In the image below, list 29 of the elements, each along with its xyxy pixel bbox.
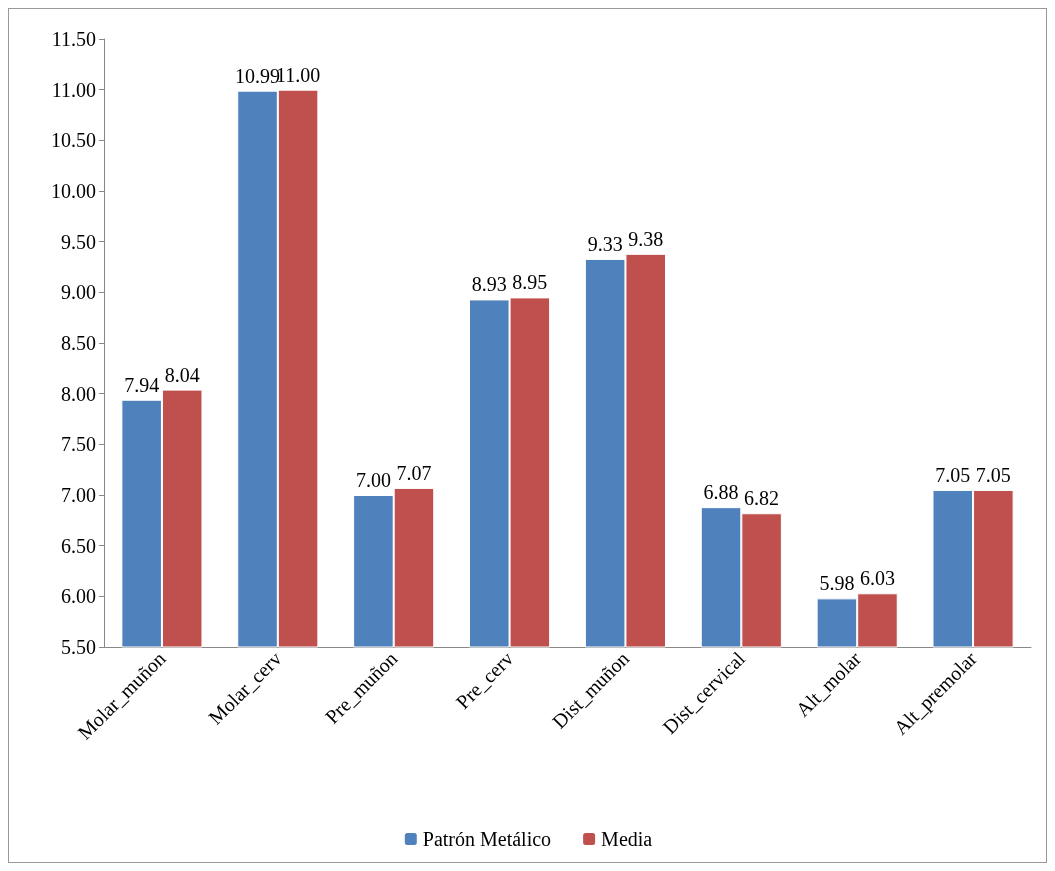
y-tick-label: 10.50: [51, 129, 96, 152]
y-tick-label: 11.50: [51, 28, 96, 50]
data-label: 8.95: [512, 271, 548, 294]
data-label: 5.98: [819, 572, 855, 595]
data-label: 7.05: [935, 463, 971, 486]
y-tick-label: 10.00: [51, 180, 96, 202]
y-tick-label: 9.50: [61, 230, 96, 253]
y-tick-label: 6.00: [61, 585, 96, 608]
data-label: 6.82: [744, 487, 780, 510]
legend-label: Media: [601, 828, 653, 850]
data-label: 7.05: [975, 463, 1011, 486]
y-tick-label: 8.50: [61, 332, 96, 354]
data-label: 8.93: [471, 273, 507, 296]
data-label: 6.03: [859, 567, 895, 590]
data-label: 9.38: [628, 227, 664, 250]
legend-label: Patrón Metálico: [422, 828, 552, 850]
y-tick-label: 5.50: [61, 636, 96, 658]
y-tick-label: 9.00: [61, 281, 96, 304]
data-label: 9.33: [587, 232, 623, 255]
y-tick-label: 11.00: [51, 78, 96, 101]
data-label: 7.00: [355, 469, 391, 491]
y-tick-label: 6.50: [61, 534, 96, 557]
data-label: 7.94: [124, 373, 160, 396]
y-tick-label: 7.00: [61, 484, 96, 506]
y-tick-label: 7.50: [61, 433, 96, 456]
data-label: 8.04: [164, 363, 200, 386]
data-label: 7.07: [396, 461, 432, 484]
y-tick-label: 8.00: [61, 382, 96, 405]
data-label: 6.88: [703, 481, 739, 504]
